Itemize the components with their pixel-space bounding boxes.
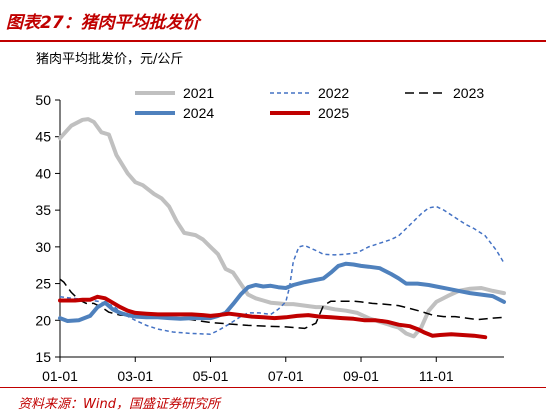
x-tick-label: 01-01 [42, 368, 78, 384]
x-tick-label: 05-01 [193, 368, 229, 384]
series-line-2022 [59, 205, 505, 335]
legend-label-2025: 2025 [318, 105, 349, 121]
x-tick-label: 03-01 [117, 368, 153, 384]
source-divider [0, 387, 546, 388]
x-tick-label: 09-01 [343, 368, 379, 384]
legend-label-2022: 2022 [318, 85, 349, 101]
series-line-2023 [59, 278, 505, 330]
x-tick-label: 11-01 [419, 368, 454, 384]
y-tick-label: 25 [35, 276, 51, 292]
legend-label-2023: 2023 [453, 85, 484, 101]
figure-title: 图表27：猪肉平均批发价 [6, 13, 200, 33]
x-tick-label: 07-01 [268, 368, 304, 384]
x-axis: 01-01 03-01 05-01 07-01 09-01 11-01 [42, 356, 504, 384]
y-axis: 15 20 25 30 35 40 45 50 [35, 92, 61, 365]
y-tick-label: 35 [35, 202, 51, 218]
y-tick-label: 20 [35, 312, 51, 328]
legend-label-2024: 2024 [183, 105, 214, 121]
series-line-2024 [58, 261, 506, 323]
y-tick-label: 50 [35, 92, 51, 108]
title-divider [0, 40, 546, 42]
y-tick-label: 15 [35, 349, 51, 365]
series-line-2025 [58, 294, 488, 340]
source-note: 资料来源：Wind，国盛证券研究所 [18, 397, 220, 412]
y-tick-label: 45 [35, 129, 51, 145]
series-layer [58, 117, 506, 340]
series-line-2021 [58, 117, 506, 339]
y-tick-label: 30 [35, 239, 51, 255]
chart-legend: 2021 2022 2023 2024 2025 [135, 85, 484, 121]
legend-label-2021: 2021 [183, 85, 214, 101]
y-tick-label: 40 [35, 165, 51, 181]
chart-unit-label: 猪肉平均批发价，元/公斤 [36, 51, 183, 67]
